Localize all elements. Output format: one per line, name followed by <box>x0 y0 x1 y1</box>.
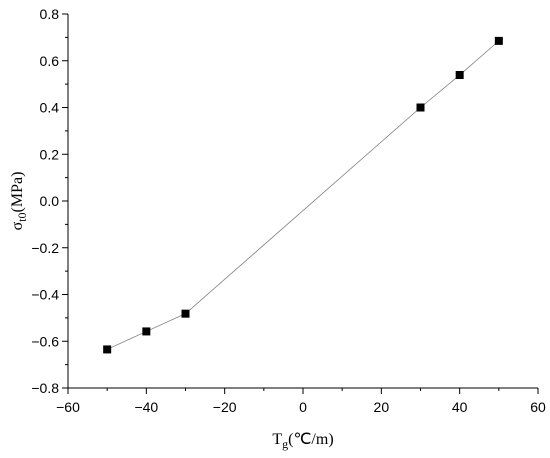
y-tick-label: 0.2 <box>40 146 60 162</box>
x-tick-label: −20 <box>213 399 237 415</box>
y-tick-label: 0.0 <box>40 193 60 209</box>
x-tick-label: −40 <box>134 399 158 415</box>
x-tick-label: 40 <box>452 399 468 415</box>
x-tick-label: 60 <box>530 399 546 415</box>
x-tick-label: −60 <box>56 399 80 415</box>
data-point-marker <box>103 345 112 354</box>
y-axis-title: σt0(MPa) <box>9 172 29 231</box>
y-tick-label: −0.4 <box>31 287 59 303</box>
x-axis-title: Tg(℃/m) <box>272 431 333 451</box>
chart-axes <box>67 14 538 389</box>
chart-ticks: −60 −40 −20 0 20 40 60 −0.8 −0.6 −0.4 −0.2 0.0 0.2 0.… <box>31 6 546 415</box>
y-tick-label: 0.4 <box>40 100 60 116</box>
y-tick-label: −0.6 <box>31 333 59 349</box>
y-tick-label: 0.6 <box>40 53 60 69</box>
data-point-marker <box>416 103 425 112</box>
data-point-marker <box>494 36 503 45</box>
chart-labels: Tg(℃/m) σt0(MPa) <box>9 172 334 451</box>
data-point-marker <box>455 71 464 80</box>
chart-series <box>103 36 503 354</box>
data-point-marker <box>181 309 190 318</box>
data-point-marker <box>142 327 151 336</box>
y-tick-label: −0.2 <box>31 240 59 256</box>
x-tick-label: 20 <box>374 399 390 415</box>
series-line <box>106 40 500 350</box>
y-tick-label: −0.8 <box>31 380 59 396</box>
x-tick-label: 0 <box>299 399 307 415</box>
y-tick-label: 0.8 <box>40 6 60 22</box>
